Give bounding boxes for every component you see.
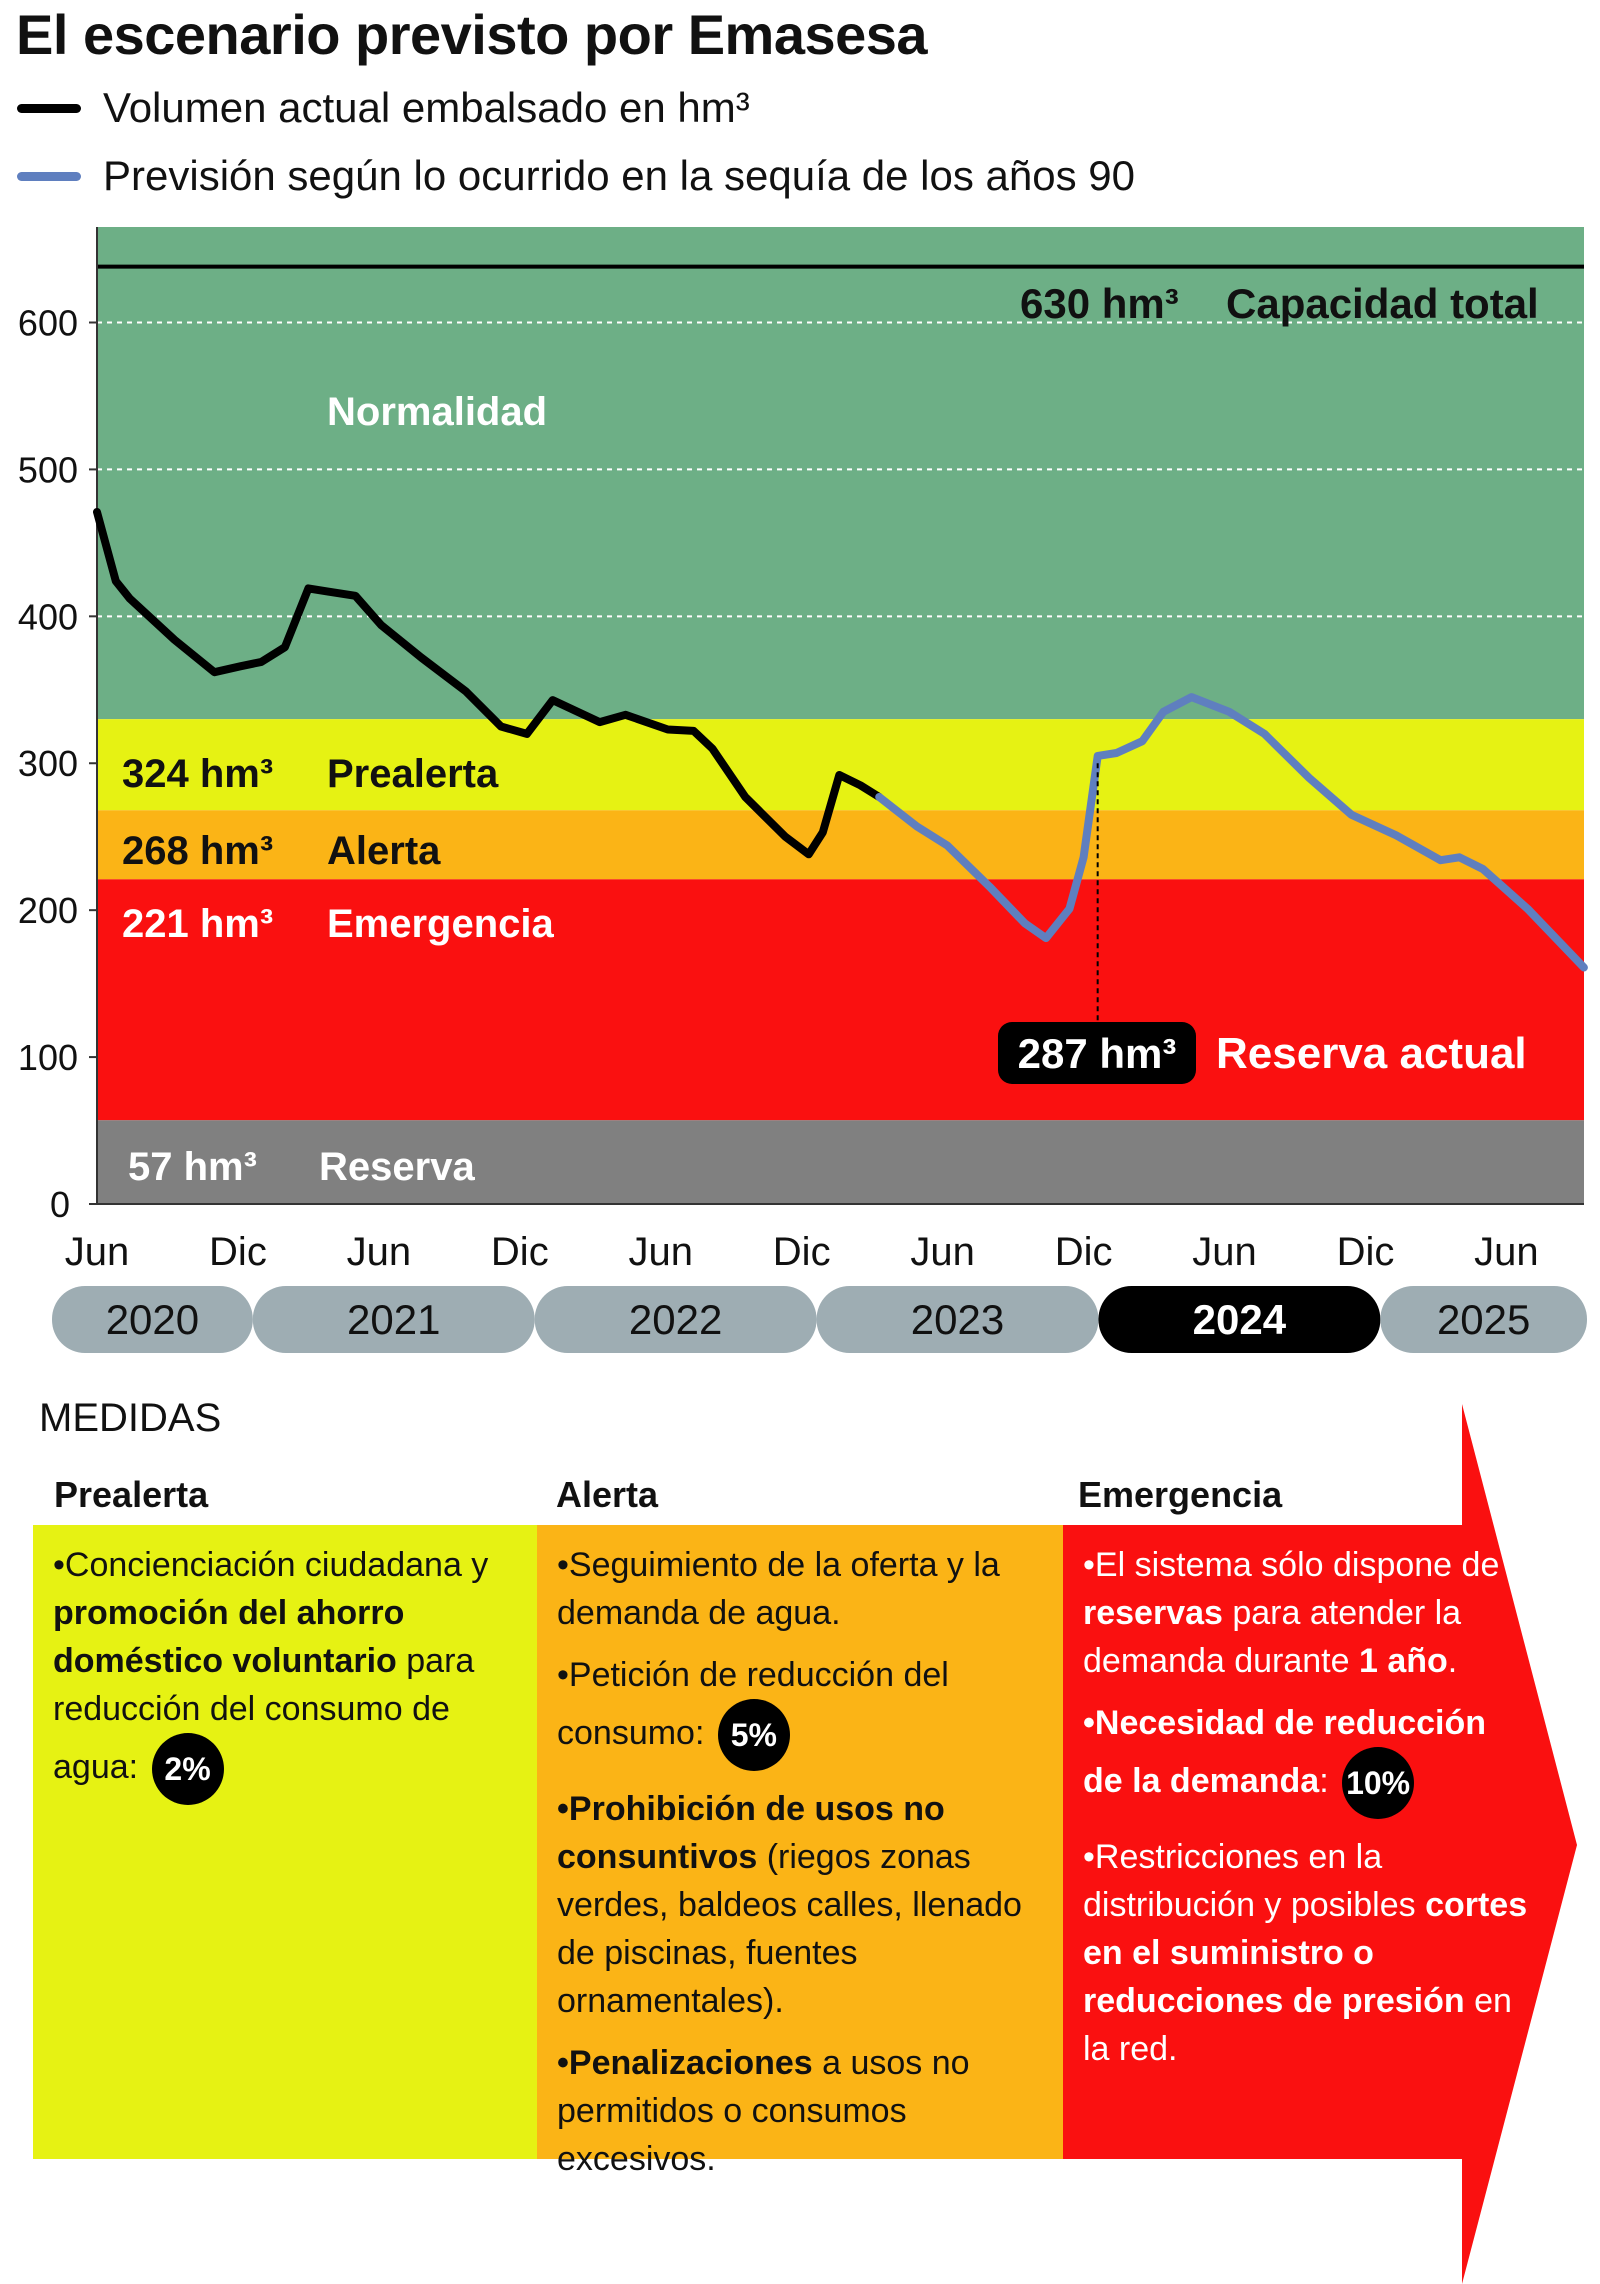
current-reserve-box — [998, 1022, 1196, 1084]
bold-text: cortes en el suministro o reducciones de… — [1083, 1886, 1528, 2020]
measure-item: •Seguimiento de la oferta y la demanda d… — [557, 1546, 1000, 1632]
heading-alerta: Alerta — [556, 1474, 659, 1515]
x-tick-label: Jun — [629, 1230, 694, 1274]
column-alerta: •Seguimiento de la oferta y la demanda d… — [537, 1525, 1063, 2178]
measure-item: •Concienciación ciudadana y promoción de… — [53, 1541, 527, 1805]
page-title: El escenario previsto por Emasesa — [16, 3, 928, 66]
emergency-box — [1063, 1525, 1463, 2159]
text: •Petición de reducción del consumo: — [557, 1656, 949, 1752]
measure-item: •Petición de reducción del consumo: 5% — [557, 1651, 1053, 1771]
y-tick-label: 600 — [18, 302, 78, 343]
text: •El sistema sólo dispone de — [1083, 1546, 1500, 1584]
measure-item: •Prohibición de usos no consuntivos (rie… — [557, 1785, 1053, 2025]
measure-item: •Restricciones en la distribución y posi… — [1083, 1833, 1533, 2073]
bold-text: 1 año — [1358, 1642, 1448, 1680]
bold-text: •Prohibición de usos no consuntivos — [557, 1790, 945, 1876]
current-reserve-label: Reserva actual — [1216, 1029, 1527, 1078]
band-alerta — [97, 810, 1584, 880]
year-pill-label: 2021 — [347, 1296, 440, 1343]
year-pill-2023 — [816, 1286, 1099, 1353]
measure-item: •Penalizaciones a usos no permitidos o c… — [557, 2039, 1053, 2183]
x-tick-label: Dic — [1337, 1230, 1395, 1274]
reservoir-chart: 630 hm³ Capacidad total Normalidad 324 hm³ P… — [18, 227, 1588, 1353]
current-reserve-value: 287 hm³ — [1018, 1030, 1177, 1077]
y-tick-label: 200 — [18, 890, 78, 931]
series-line-actual — [93, 508, 884, 859]
legend-label: Previsión según lo ocurrido en la sequía… — [103, 152, 1135, 199]
text: •Concienciación ciudadana y — [53, 1546, 489, 1584]
y-tick-label: 300 — [18, 743, 78, 784]
year-pill-2025 — [1380, 1286, 1587, 1353]
x-tick-label: Dic — [773, 1230, 831, 1274]
x-tick-label: Jun — [65, 1230, 130, 1274]
band-emergencia — [97, 879, 1584, 1121]
band-label: Reserva — [319, 1145, 475, 1189]
legend-swatch-blue — [17, 171, 81, 181]
band-label: Prealerta — [327, 752, 499, 796]
bold-text: promoción del ahorro doméstico voluntari… — [53, 1594, 405, 1680]
bold-text: reservas — [1083, 1594, 1223, 1632]
heading-prealerta: Prealerta — [54, 1474, 209, 1515]
text: (riegos zonas verdes, baldeos calles, ll… — [557, 1838, 1022, 2020]
bold-text: •Penalizaciones — [557, 2044, 813, 2082]
legend-swatch-black — [17, 103, 81, 113]
column-prealerta: •Concienciación ciudadana y promoción de… — [33, 1525, 537, 2159]
text: a usos no permitidos o consumos excesivo… — [557, 2044, 970, 2178]
y-tick-label: 100 — [18, 1037, 78, 1078]
band-normalidad — [97, 227, 1584, 720]
measure-item: •El sistema sólo dispone de reservas par… — [1083, 1541, 1533, 1685]
year-pill-label: 2022 — [629, 1296, 722, 1343]
x-tick-label: Dic — [1055, 1230, 1113, 1274]
x-tick-label: Jun — [347, 1230, 412, 1274]
band-prealerta — [97, 719, 1584, 811]
text: •Restricciones en la distribución y posi… — [1083, 1838, 1426, 1924]
legend-label: Volumen actual embalsado en hm³ — [103, 84, 750, 131]
text: para reducción del consumo de agua: — [53, 1642, 475, 1786]
band-label: Emergencia — [327, 902, 555, 946]
x-tick-label: Dic — [491, 1230, 549, 1274]
text: : — [1319, 1761, 1339, 1800]
band-value-label: 221 hm³ — [122, 902, 273, 946]
band-value-label: 57 hm³ — [128, 1145, 257, 1189]
text: en la red. — [1083, 1982, 1512, 2068]
percent-badge: 2% — [151, 1733, 224, 1805]
measures-title: MEDIDAS — [39, 1396, 222, 1440]
year-pill-label: 2024 — [1193, 1296, 1287, 1343]
band-value-label: 268 hm³ — [122, 829, 273, 873]
legend-item-actual: Volumen actual embalsado en hm³ — [17, 84, 750, 132]
band-label: Normalidad — [327, 390, 547, 434]
arrow-head — [1462, 1404, 1577, 2284]
percent-badge: 5% — [717, 1699, 790, 1771]
measure-item: •Necesidad de reducción de la demanda: 1… — [1083, 1699, 1533, 1819]
band-label: Alerta — [327, 829, 441, 873]
series-line-forecast — [875, 693, 1588, 972]
capacity-value-label: 630 hm³ — [1020, 280, 1179, 327]
y-tick-label: 0 — [50, 1184, 70, 1225]
year-pill-2024 — [1098, 1286, 1381, 1353]
x-tick-label: Jun — [1474, 1230, 1539, 1274]
year-pill-label: 2023 — [911, 1296, 1004, 1343]
capacity-label: Capacidad total — [1226, 280, 1539, 327]
year-pill-label: 2020 — [106, 1296, 199, 1343]
year-pill-2020 — [52, 1286, 253, 1353]
column-emergencia: •El sistema sólo dispone de reservas par… — [1063, 1525, 1543, 2159]
year-pill-2022 — [534, 1286, 817, 1353]
heading-emergencia: Emergencia — [1078, 1474, 1283, 1515]
y-tick-label: 500 — [18, 449, 78, 490]
text: para atender la demanda durante — [1083, 1594, 1462, 1680]
x-tick-label: Jun — [910, 1230, 975, 1274]
band-value-label: 324 hm³ — [122, 752, 273, 796]
year-pill-label: 2025 — [1437, 1296, 1530, 1343]
legend-item-forecast: Previsión según lo ocurrido en la sequía… — [17, 152, 1135, 200]
x-tick-label: Dic — [209, 1230, 267, 1274]
text: . — [1447, 1642, 1458, 1680]
percent-badge: 10% — [1342, 1747, 1415, 1819]
bold-text: •Necesidad de reducción de la demanda — [1083, 1704, 1487, 1800]
x-tick-label: Jun — [1192, 1230, 1257, 1274]
band-reserva — [97, 1120, 1584, 1204]
y-tick-label: 400 — [18, 596, 78, 637]
year-pill-2021 — [252, 1286, 535, 1353]
